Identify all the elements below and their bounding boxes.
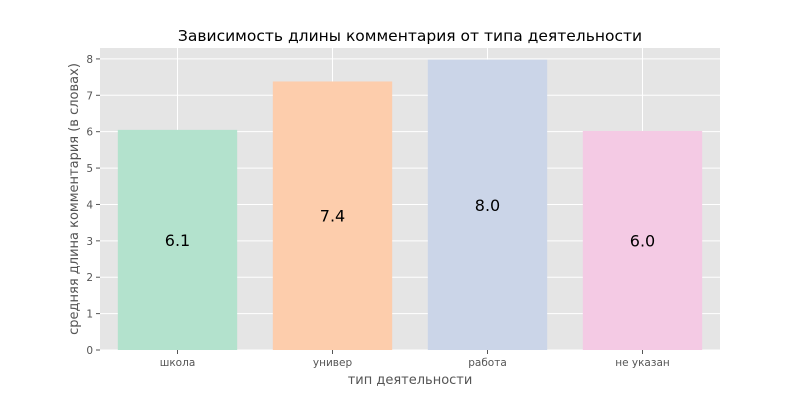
- bar-value-label: 7.4: [320, 207, 345, 226]
- x-axis: школа универ работа не указан: [160, 350, 670, 369]
- y-axis: 0 1 2 3 4 5 6 7 8: [86, 54, 100, 357]
- bar-value-label: 8.0: [475, 196, 500, 215]
- y-tick-label: 1: [86, 309, 93, 321]
- bars: [117, 59, 703, 350]
- y-tick-label: 5: [86, 163, 93, 175]
- y-tick-label: 4: [86, 199, 93, 211]
- x-tick-label: универ: [313, 357, 353, 369]
- bar: [117, 129, 238, 350]
- x-tick-label: не указан: [615, 357, 670, 369]
- y-tick-label: 6: [86, 127, 93, 139]
- bar-value-label: 6.0: [630, 231, 655, 250]
- bar: [427, 59, 548, 350]
- y-axis-label: средняя длина комментария (в словах): [67, 63, 82, 335]
- value-labels: 6.1 7.4 8.0 6.0: [165, 196, 655, 251]
- y-tick-label: 3: [86, 236, 93, 248]
- y-tick-label: 8: [86, 54, 93, 66]
- bar: [582, 130, 703, 350]
- x-axis-label: тип деятельности: [348, 373, 473, 388]
- x-tick-label: работа: [468, 357, 507, 369]
- x-tick-label: школа: [160, 357, 196, 369]
- bar: [272, 81, 393, 350]
- bar-value-label: 6.1: [165, 231, 190, 250]
- y-tick-label: 7: [86, 90, 93, 102]
- y-tick-label: 0: [86, 345, 93, 357]
- chart-title: Зависимость длины комментария от типа де…: [178, 27, 642, 45]
- y-tick-label: 2: [86, 272, 93, 284]
